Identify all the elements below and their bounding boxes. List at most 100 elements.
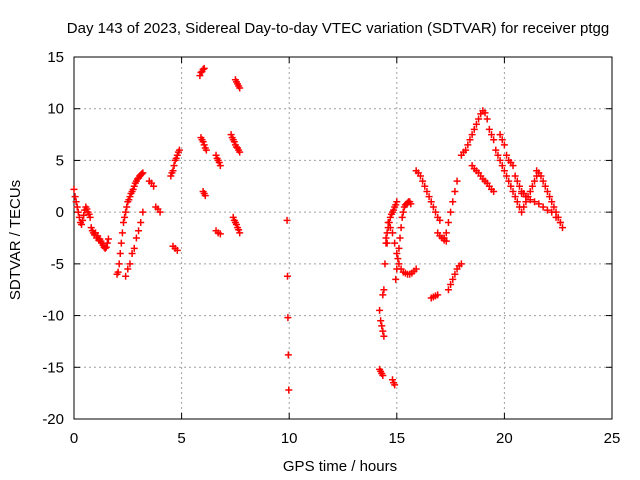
- x-tick-label: 20: [496, 430, 513, 447]
- data-point-marker: [122, 272, 130, 280]
- data-point-marker: [492, 146, 500, 154]
- data-point-marker: [126, 260, 134, 268]
- data-point-marker: [123, 203, 131, 211]
- data-point-marker: [384, 218, 392, 226]
- data-point-marker: [118, 229, 126, 237]
- data-point-marker: [468, 131, 476, 139]
- data-point-marker: [531, 177, 539, 185]
- data-point-marker: [236, 84, 244, 92]
- data-point-marker: [101, 244, 109, 252]
- data-point-marker: [130, 182, 138, 190]
- data-point-marker: [407, 200, 415, 208]
- data-point-marker: [451, 187, 459, 195]
- data-point-marker: [232, 221, 240, 229]
- data-point-marker: [236, 148, 244, 156]
- data-point-marker: [175, 146, 183, 154]
- data-point-marker: [412, 265, 420, 273]
- y-tick-label: -15: [42, 359, 64, 376]
- data-point-marker: [494, 151, 502, 159]
- data-point-marker: [216, 230, 224, 238]
- data-point-marker: [398, 213, 406, 221]
- data-point-marker: [135, 227, 143, 235]
- data-point-marker: [383, 239, 391, 247]
- data-point-marker: [139, 208, 147, 216]
- data-point-marker: [518, 208, 526, 216]
- data-point-marker: [393, 250, 401, 258]
- data-point-marker: [212, 151, 220, 159]
- data-point-marker: [509, 187, 517, 195]
- data-point-marker: [138, 170, 146, 178]
- data-point-marker: [500, 141, 508, 149]
- y-tick-label: -10: [42, 308, 64, 325]
- data-point-marker: [72, 198, 80, 206]
- data-point-marker: [380, 286, 388, 294]
- data-point-marker: [150, 182, 158, 190]
- data-point-marker: [392, 201, 400, 209]
- x-tick-label: 5: [177, 430, 185, 447]
- data-point-marker: [442, 229, 450, 237]
- x-axis-label: GPS time / hours: [283, 458, 397, 475]
- data-point-marker: [137, 218, 145, 226]
- data-point-marker: [379, 372, 387, 380]
- data-point-marker: [80, 211, 88, 219]
- data-point-marker: [283, 272, 291, 280]
- data-point-marker: [535, 200, 543, 208]
- data-point-marker: [128, 250, 136, 258]
- data-point-marker: [284, 351, 292, 359]
- data-point-marker: [498, 162, 506, 170]
- data-point-marker: [464, 141, 472, 149]
- data-point-marker: [487, 131, 495, 139]
- data-point-marker: [451, 270, 459, 278]
- data-point-marker: [391, 239, 399, 247]
- y-tick-label: 15: [47, 49, 64, 66]
- data-point-marker: [156, 208, 164, 216]
- data-point-marker: [73, 203, 81, 211]
- data-point-marker: [481, 109, 489, 117]
- data-point-marker: [513, 198, 521, 206]
- data-point-marker: [236, 229, 244, 237]
- data-point-marker: [539, 203, 547, 211]
- data-point-marker: [498, 136, 506, 144]
- data-point-marker: [543, 206, 551, 214]
- data-point-marker: [447, 281, 455, 289]
- data-point-marker: [379, 327, 387, 335]
- data-point-marker: [380, 332, 388, 340]
- data-point-marker: [526, 196, 534, 204]
- data-point-marker: [202, 146, 210, 154]
- chart-title: Day 143 of 2023, Sidereal Day-to-day VTE…: [67, 20, 609, 37]
- data-point-marker: [382, 234, 390, 242]
- data-point-marker: [496, 131, 504, 139]
- x-tick-label: 0: [70, 430, 78, 447]
- data-point-marker: [507, 182, 515, 190]
- data-point-marker: [520, 203, 528, 211]
- data-point-marker: [483, 115, 491, 123]
- data-point-marker: [539, 177, 547, 185]
- x-tick-label: 15: [388, 430, 405, 447]
- data-point-marker: [75, 213, 83, 221]
- data-point-marker: [200, 141, 208, 149]
- x-tick-label: 10: [281, 430, 298, 447]
- data-point-marker: [388, 376, 396, 384]
- data-point-marker: [394, 255, 402, 263]
- data-markers: [70, 64, 567, 394]
- data-point-marker: [199, 138, 207, 146]
- data-point-marker: [505, 177, 513, 185]
- y-tick-label: 10: [47, 101, 64, 118]
- data-point-marker: [376, 306, 384, 314]
- data-point-marker: [215, 158, 223, 166]
- data-point-marker: [116, 250, 124, 258]
- data-point-marker: [503, 172, 511, 180]
- data-point-marker: [114, 268, 122, 276]
- data-point-marker: [78, 221, 86, 229]
- y-axis-label: SDTVAR / TECUs: [7, 180, 24, 300]
- data-point-marker: [393, 198, 401, 206]
- data-point-marker: [173, 246, 181, 254]
- data-point-marker: [132, 234, 140, 242]
- data-point-marker: [126, 193, 134, 201]
- data-point-marker: [546, 193, 554, 201]
- data-point-marker: [381, 260, 389, 268]
- data-point-marker: [444, 286, 452, 294]
- data-point-marker: [117, 239, 125, 247]
- data-point-marker: [531, 198, 539, 206]
